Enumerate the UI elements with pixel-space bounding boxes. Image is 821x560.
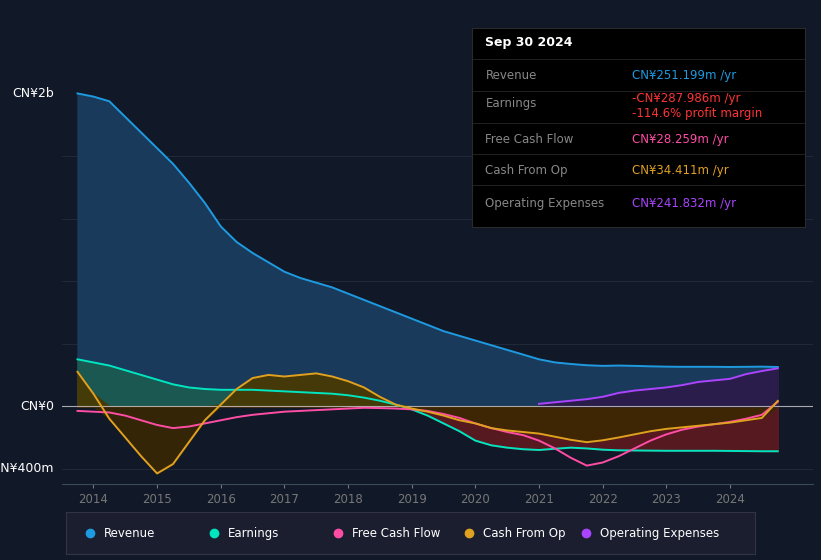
Text: CN¥2b: CN¥2b <box>12 87 54 100</box>
Text: Revenue: Revenue <box>103 527 155 540</box>
Text: CN¥28.259m /yr: CN¥28.259m /yr <box>631 133 728 146</box>
Text: Cash From Op: Cash From Op <box>485 164 568 176</box>
Text: Cash From Op: Cash From Op <box>483 527 566 540</box>
Text: Operating Expenses: Operating Expenses <box>485 198 604 211</box>
Text: Earnings: Earnings <box>485 97 537 110</box>
Text: CN¥0: CN¥0 <box>20 400 54 413</box>
Text: Revenue: Revenue <box>485 69 537 82</box>
Text: Earnings: Earnings <box>227 527 279 540</box>
Text: Free Cash Flow: Free Cash Flow <box>485 133 574 146</box>
Text: CN¥34.411m /yr: CN¥34.411m /yr <box>631 164 728 176</box>
Text: CN¥241.832m /yr: CN¥241.832m /yr <box>631 198 736 211</box>
Text: -CN¥287.986m /yr: -CN¥287.986m /yr <box>631 92 741 105</box>
Text: CN¥251.199m /yr: CN¥251.199m /yr <box>631 69 736 82</box>
Text: -CN¥400m: -CN¥400m <box>0 462 54 475</box>
Text: Sep 30 2024: Sep 30 2024 <box>485 36 573 49</box>
Text: Operating Expenses: Operating Expenses <box>600 527 719 540</box>
Text: -114.6% profit margin: -114.6% profit margin <box>631 106 762 120</box>
Text: Free Cash Flow: Free Cash Flow <box>352 527 440 540</box>
